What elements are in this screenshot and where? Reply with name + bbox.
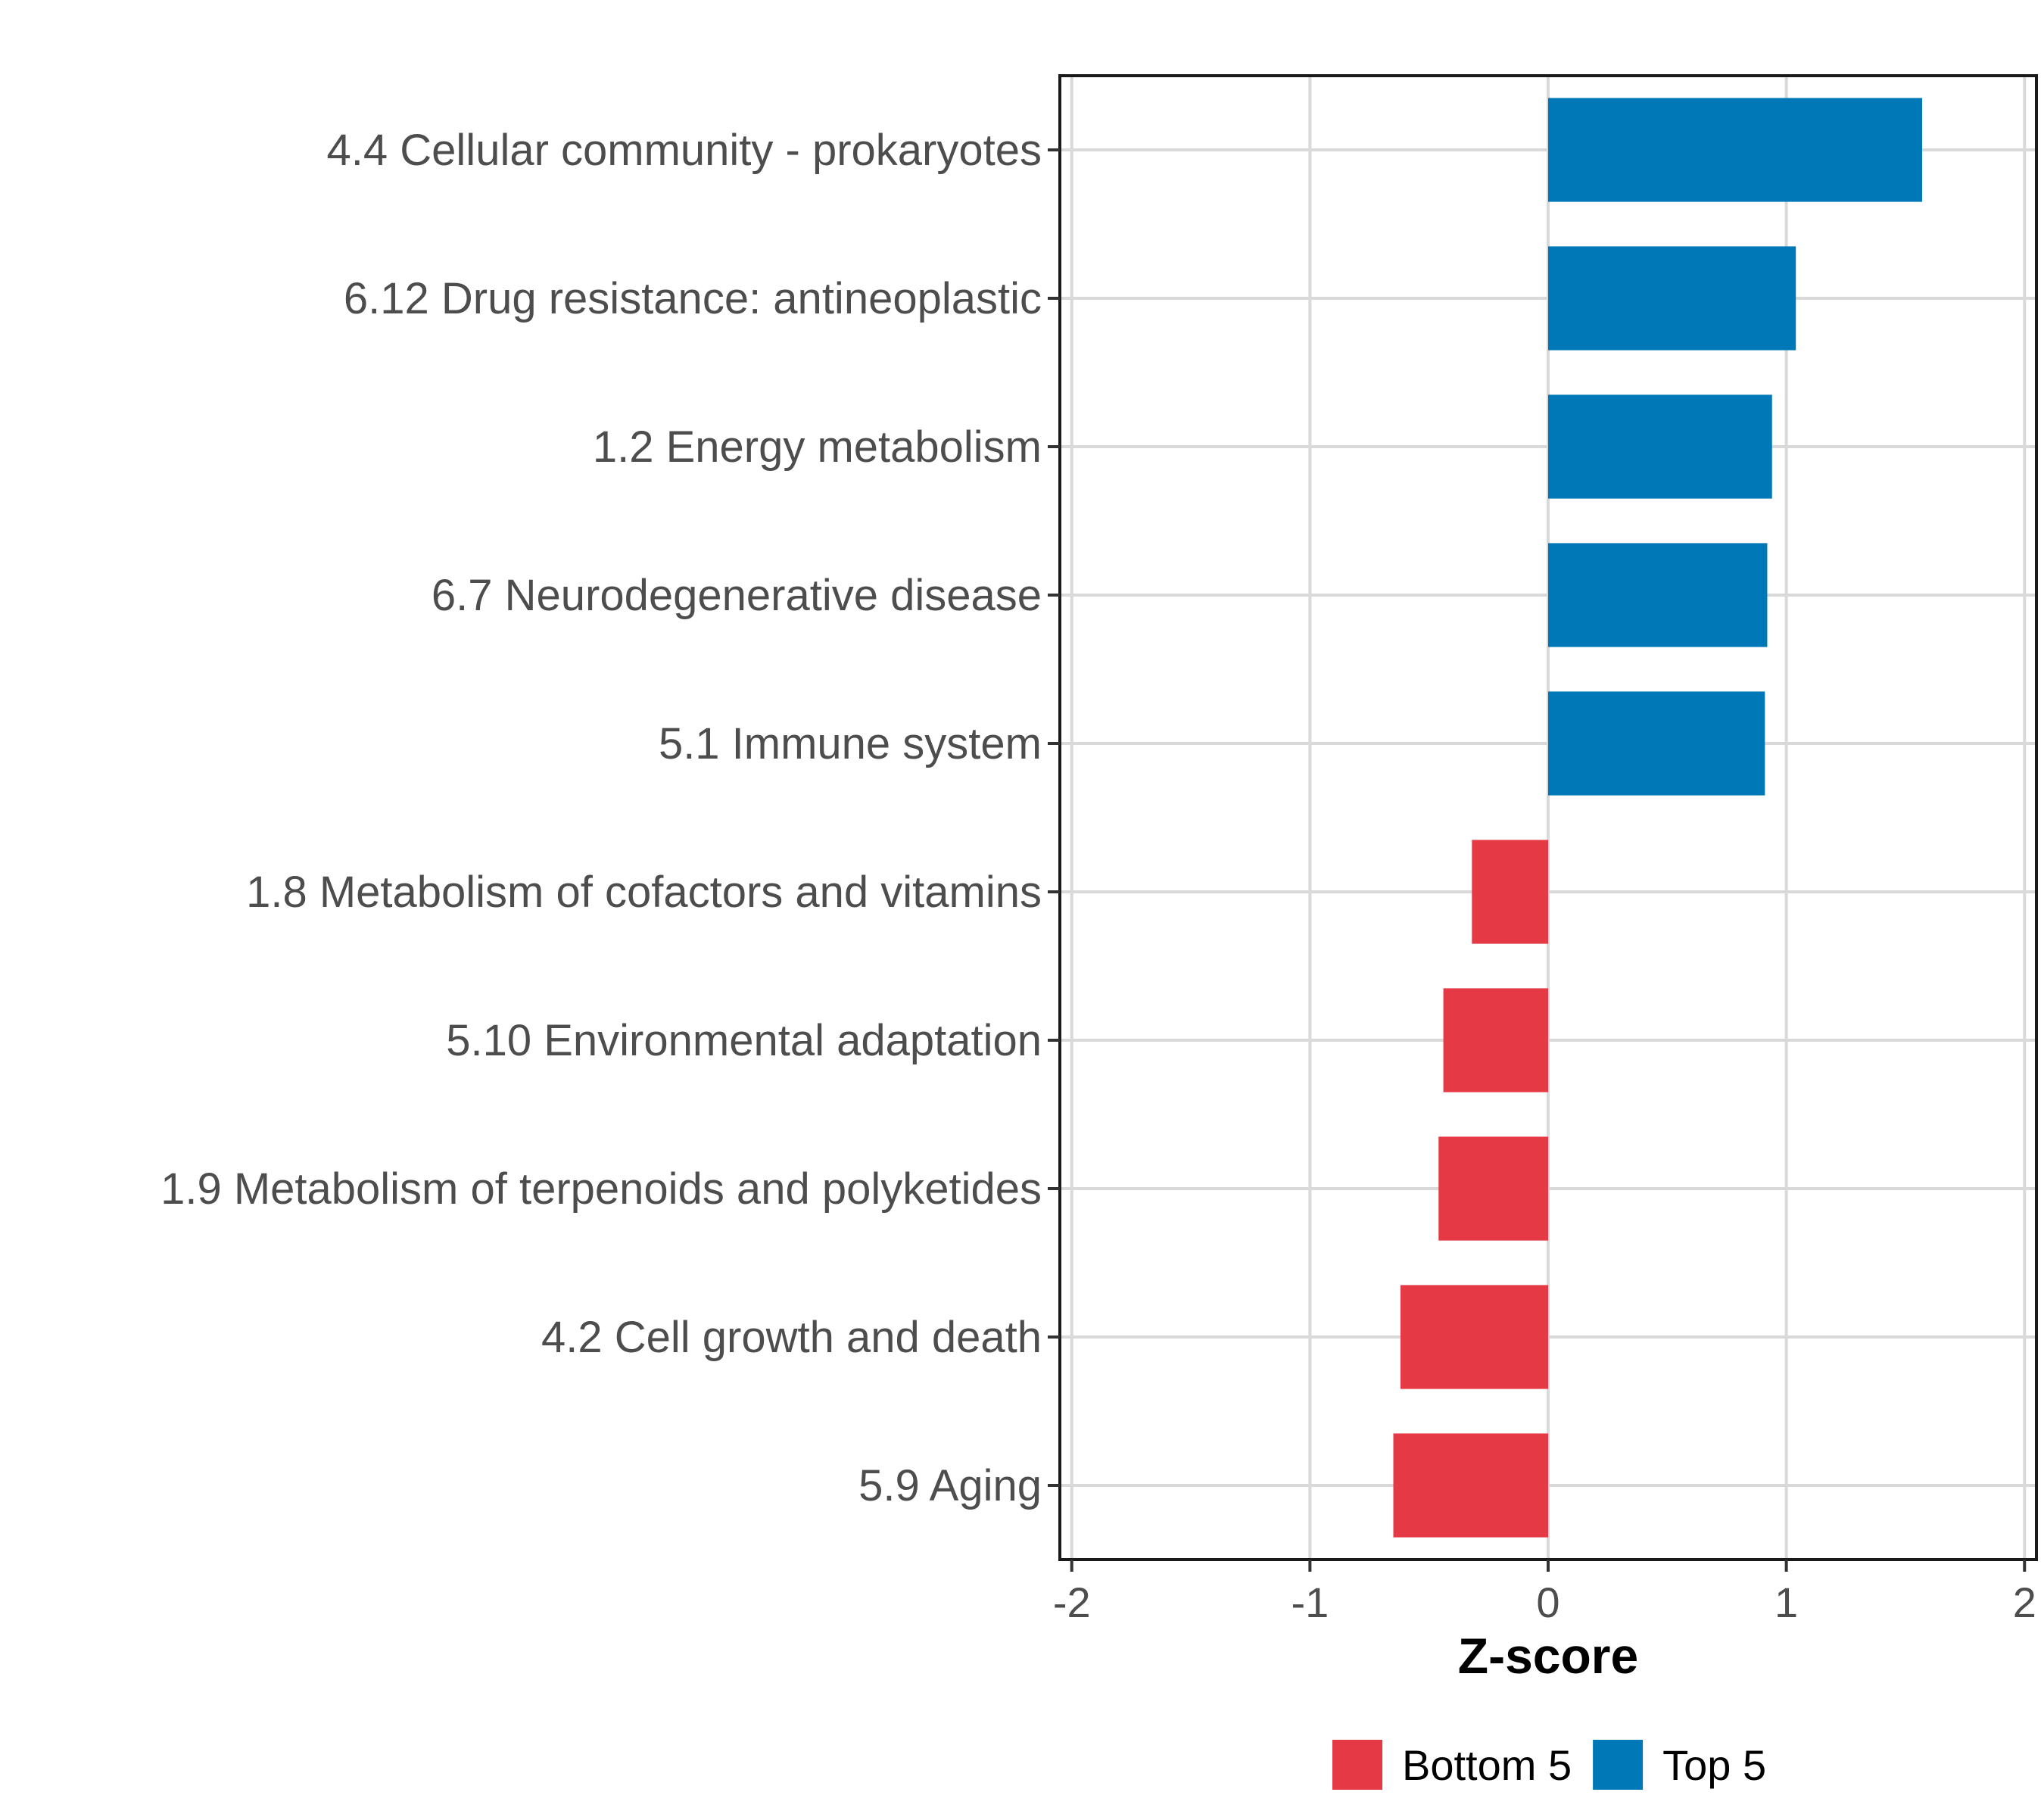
category-label: 1.8 Metabolism of cofactors and vitamins	[246, 868, 1042, 917]
x-axis-labels: -2 -1 0 1 2	[1053, 1579, 2036, 1626]
category-label: 1.9 Metabolism of terpenoids and polyket…	[160, 1164, 1042, 1214]
x-tick-label: -1	[1291, 1579, 1329, 1626]
category-label: 6.12 Drug resistance: antineoplastic	[344, 274, 1042, 323]
x-axis-title: Z-score	[1458, 1628, 1638, 1684]
category-label: 4.4 Cellular community - prokaryotes	[327, 126, 1042, 175]
category-label: 4.2 Cell growth and death	[541, 1313, 1042, 1362]
bar	[1548, 691, 1765, 796]
category-label: 1.2 Energy metabolism	[593, 422, 1042, 472]
x-tick-label: 2	[2013, 1579, 2036, 1626]
x-tick-label: 1	[1774, 1579, 1798, 1626]
bars	[1393, 98, 1922, 1538]
bar	[1443, 988, 1548, 1092]
bar	[1548, 394, 1772, 499]
bar	[1548, 246, 1796, 351]
bar	[1548, 98, 1922, 202]
category-label: 6.7 Neurodegenerative disease	[432, 571, 1042, 620]
legend-label: Top 5	[1662, 1741, 1766, 1789]
y-axis-ticks	[1048, 148, 1060, 1487]
bar	[1548, 543, 1768, 647]
x-tick-label: -2	[1053, 1579, 1091, 1626]
bar	[1472, 840, 1548, 944]
legend-label: Bottom 5	[1402, 1741, 1572, 1789]
y-axis-labels: 4.4 Cellular community - prokaryotes 6.12…	[160, 126, 1042, 1510]
bar	[1393, 1433, 1548, 1538]
category-label: 5.9 Aging	[858, 1461, 1042, 1510]
x-tick-label: 0	[1536, 1579, 1559, 1626]
legend: Bottom 5 Top 5	[1332, 1740, 1766, 1790]
category-label: 5.1 Immune system	[659, 719, 1042, 768]
bar	[1400, 1285, 1548, 1389]
category-label: 5.10 Environmental adaptation	[446, 1016, 1042, 1065]
legend-swatch	[1332, 1740, 1382, 1790]
bar	[1438, 1136, 1548, 1241]
x-axis-ticks	[1070, 1560, 2027, 1572]
legend-swatch	[1593, 1740, 1644, 1790]
